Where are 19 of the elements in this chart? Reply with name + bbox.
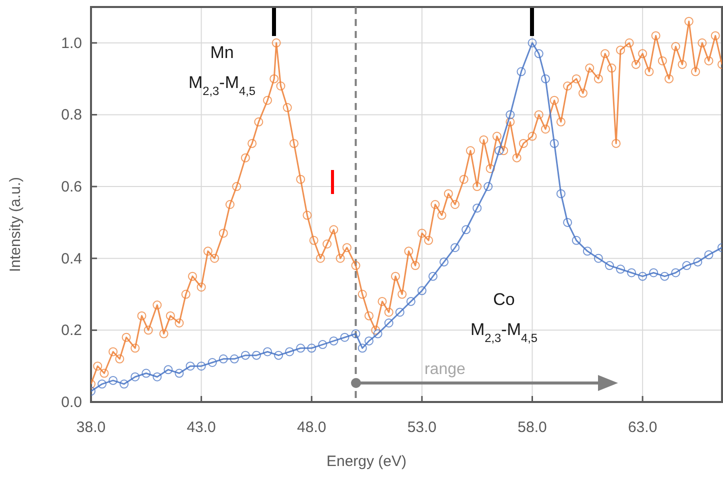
- annotation: Co: [493, 290, 515, 309]
- x-tick-label: 53.0: [407, 419, 437, 436]
- x-tick-label: 63.0: [628, 419, 658, 436]
- x-tick-label: 38.0: [76, 419, 106, 436]
- y-tick-label: 0.2: [61, 322, 82, 340]
- y-tick-label: 0.6: [61, 178, 82, 196]
- y-tick-label: 1.0: [61, 34, 82, 52]
- annotation: M$_{2,3}$-M$_{4,5}$: [470, 320, 538, 345]
- x-tick-label: 43.0: [186, 419, 216, 436]
- annotation: Mn: [210, 43, 234, 62]
- annotation: range: [424, 361, 466, 378]
- y-axis-title: Intensity (a.u.): [7, 176, 24, 272]
- x-tick-label: 48.0: [297, 419, 326, 436]
- y-tick-label: 0.4: [61, 250, 82, 268]
- y-tick-label: 0.8: [61, 106, 82, 124]
- x-axis-title: Energy (eV): [326, 453, 407, 470]
- annotation: M$_{2,3}$-M$_{4,5}$: [188, 73, 256, 98]
- x-tick-label: 58.0: [518, 419, 547, 436]
- y-tick-label: 0.0: [61, 394, 82, 411]
